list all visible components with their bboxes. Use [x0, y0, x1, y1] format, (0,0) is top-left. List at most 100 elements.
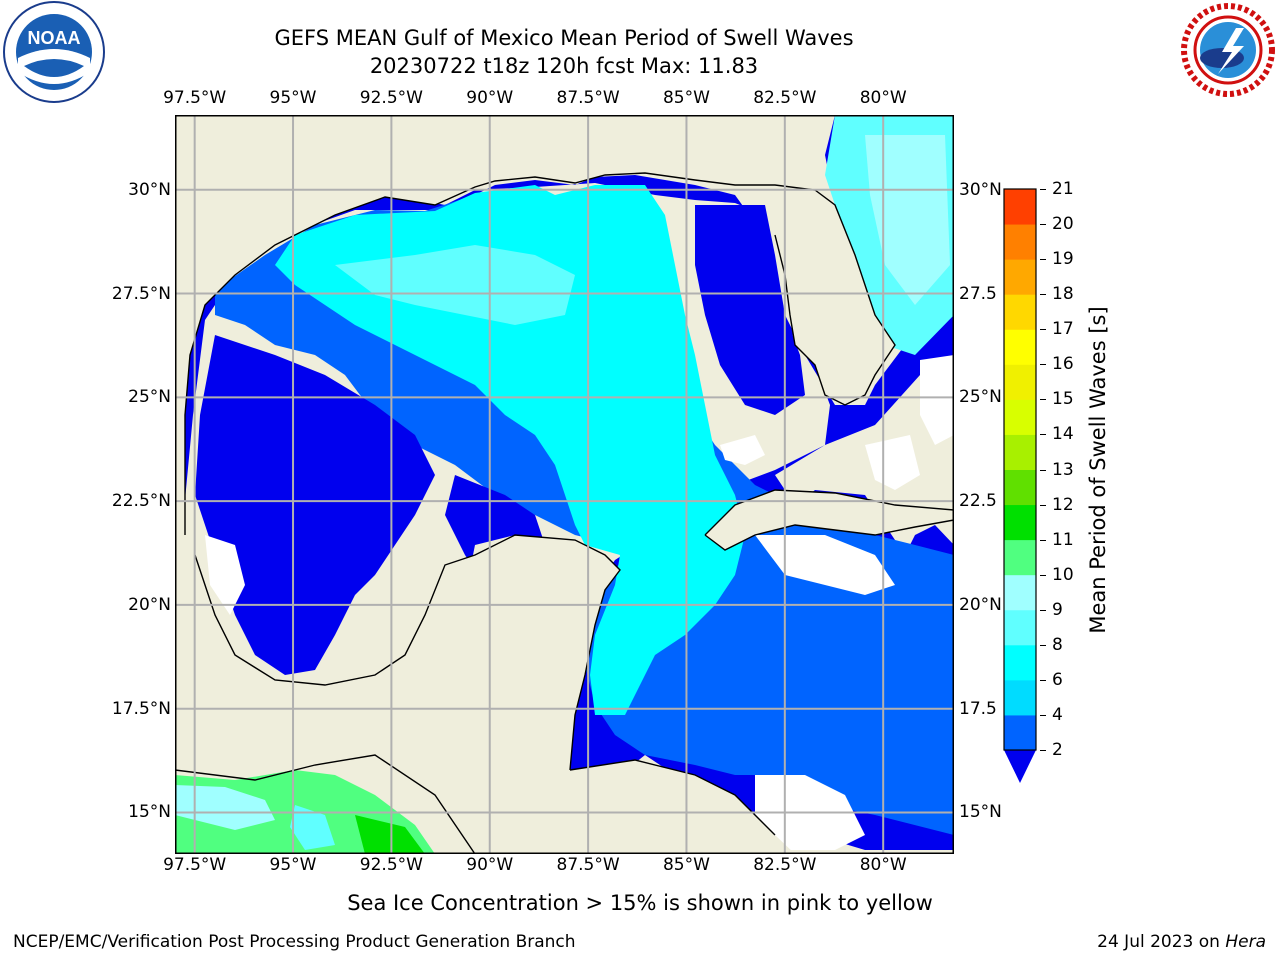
lat-tick-label-right: 20°N [959, 594, 1002, 615]
colorbar-swatch [1004, 259, 1036, 295]
colorbar-tick-mark [1040, 714, 1046, 716]
nodata-bay-campeche [205, 535, 245, 615]
cyan-period-band [275, 185, 745, 715]
lat-tick-label-right: 27.5 [959, 283, 997, 304]
coastline-central-america [569, 759, 776, 836]
colorbar-tick-label: 15 [1052, 389, 1074, 410]
colorbar-tick-label: 13 [1052, 459, 1074, 480]
colorbar-swatch [1004, 189, 1036, 225]
lon-tick-label-bot: 80°W [859, 855, 907, 875]
light-cyan-patch [335, 245, 575, 325]
nodata-cuba-north [720, 435, 765, 465]
lat-tick-label-right: 25°N [959, 387, 1002, 408]
lon-tick-label-top: 85°W [662, 88, 710, 108]
colorbar-tick-mark [1040, 504, 1046, 506]
lat-tick-label-right: 17.5 [959, 698, 997, 719]
lon-tick-label-bot: 95°W [269, 855, 317, 875]
colorbar-tick-label: 20 [1052, 214, 1074, 235]
colorbar-tick-mark [1040, 609, 1046, 611]
footer-credit: NCEP/EMC/Verification Post Processing Pr… [13, 932, 576, 952]
colorbar-swatch [1004, 644, 1036, 681]
lat-tick-label-left: 27.5°N [111, 283, 171, 304]
colorbar-tick-label: 19 [1052, 249, 1074, 270]
lat-tick-label-left: 17.5°N [111, 698, 171, 719]
colorbar-tick-label: 9 [1052, 599, 1063, 620]
lon-tick-label-top: 92.5°W [359, 88, 423, 108]
lat-tick-label-right: 22.5 [959, 491, 997, 512]
footer-host: Hera [1225, 932, 1266, 952]
lon-tick-label-top: 90°W [466, 88, 514, 108]
land-florida [775, 185, 895, 405]
coastline-cuba [704, 489, 954, 551]
colorbar-swatch [1004, 609, 1036, 646]
lon-tick-label-bot: 82.5°W [753, 855, 817, 875]
gulf-of-mexico-map [175, 115, 954, 854]
colorbar-swatch [1004, 294, 1036, 330]
svg-text:NOAA: NOAA [28, 28, 81, 48]
colorbar-tick-label: 21 [1052, 179, 1074, 199]
colorbar-tick-mark [1040, 259, 1046, 261]
colorbar-tick-mark [1040, 189, 1046, 190]
deep-blue-east [695, 205, 805, 415]
lon-tick-label-top: 87.5°W [556, 88, 620, 108]
nws-logo-icon [1178, 0, 1278, 104]
pacific-dark-green-patch [355, 815, 425, 854]
colorbar-swatch [1004, 364, 1036, 400]
colorbar-swatch [1004, 224, 1036, 260]
footer-date: 24 Jul 2023 on Hera [1097, 932, 1266, 952]
colorbar-frame [1003, 188, 1037, 751]
colorbar-tick-mark [1040, 294, 1046, 296]
nodata-bahamas [865, 435, 920, 490]
colorbar-tick-mark [1040, 364, 1046, 366]
lon-tick-label-bot: 97.5°W [163, 855, 227, 875]
lon-tick-label-top: 80°W [859, 88, 907, 108]
colorbar-swatch [1004, 679, 1036, 716]
land-texas-coast [175, 115, 475, 535]
deep-blue-west [195, 335, 435, 675]
footer-date-text: 24 Jul 2023 on [1097, 932, 1226, 952]
colorbar-tick-label: 16 [1052, 354, 1074, 375]
colorbar-tick-mark [1040, 644, 1046, 646]
colorbar-tick-label: 6 [1052, 669, 1063, 690]
colorbar-tick-label: 8 [1052, 634, 1063, 655]
colorbar-tick-label: 11 [1052, 529, 1074, 550]
colorbar-tick-label: 18 [1052, 284, 1074, 305]
lon-tick-label-bot: 85°W [662, 855, 710, 875]
colorbar-swatch [1004, 434, 1036, 470]
lat-tick-label-right: 15°N [959, 802, 1002, 823]
pale-cyan-patch [865, 135, 950, 305]
colorbar-tick-label: 10 [1052, 564, 1074, 585]
lat-tick-label-left: 25°N [128, 387, 171, 408]
colorbar-tick-mark [1040, 224, 1046, 226]
colorbar-tick-mark [1040, 469, 1046, 471]
coastline-yucatan [194, 534, 621, 771]
colorbar-title: Mean Period of Swell Waves [s] [1086, 306, 1110, 634]
land-north-coast [465, 115, 775, 187]
land-mexico-south [175, 535, 475, 770]
colorbar-swatch [1004, 469, 1036, 506]
lon-tick-label-bot: 87.5°W [556, 855, 620, 875]
lat-tick-label-left: 22.5°N [111, 491, 171, 512]
colorbar-swatch [1004, 574, 1036, 611]
colorbar-extend-triangle [1004, 750, 1036, 783]
colorbar-swatch [1004, 504, 1036, 541]
colorbar-tick-label: 2 [1052, 740, 1063, 760]
lon-tick-label-top: 82.5°W [753, 88, 817, 108]
colorbar-tick-label: 17 [1052, 319, 1074, 340]
coastline-pacific [175, 754, 476, 854]
colorbar-tick-label: 14 [1052, 424, 1074, 445]
nodata-caribbean [755, 535, 895, 595]
colorbar-tick-label: 4 [1052, 704, 1063, 725]
gridlines [175, 115, 954, 854]
chart-subtitle: 20230722 t18z 120h fcst Max: 11.83 [369, 54, 759, 78]
colorbar-tick-mark [1040, 574, 1046, 576]
colorbar-swatch [1004, 329, 1036, 365]
lat-tick-label-right: 30°N [959, 179, 1002, 200]
nodata-florida-keys [920, 355, 954, 445]
lon-tick-label-bot: 92.5°W [359, 855, 423, 875]
colorbar-swatch [1004, 539, 1036, 576]
lat-tick-label-left: 30°N [128, 179, 171, 200]
lon-tick-label-top: 97.5°W [163, 88, 227, 108]
colorbar-tick-label: 12 [1052, 494, 1074, 515]
chart-title: GEFS MEAN Gulf of Mexico Mean Period of … [274, 26, 854, 50]
